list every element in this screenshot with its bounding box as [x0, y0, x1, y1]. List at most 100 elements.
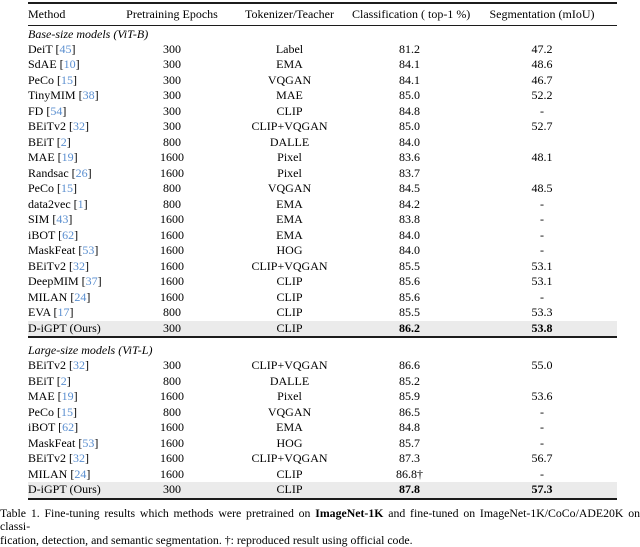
segmentation-cell: 52.7: [467, 119, 617, 135]
column-header-segmentation: Segmentation (mIoU): [467, 3, 617, 25]
column-header-classification: Classification ( top-1 %): [352, 3, 467, 25]
classification-cell: 83.7: [352, 166, 467, 182]
epochs-cell: 1600: [117, 436, 227, 452]
citation-link[interactable]: 26: [76, 166, 88, 180]
segmentation-cell: 46.7: [467, 73, 617, 89]
segmentation-cell: -: [467, 104, 617, 120]
citation-link[interactable]: 15: [61, 405, 73, 419]
section-title: Large-size models (ViT-L): [28, 337, 617, 358]
citation-link[interactable]: 53: [82, 243, 94, 257]
method-cell: D-iGPT (Ours): [28, 482, 117, 499]
citation-link[interactable]: 32: [73, 358, 85, 372]
citation-link[interactable]: 15: [61, 73, 73, 87]
caption-bold-dataset: ImageNet-1K: [315, 506, 383, 520]
method-cell: FD [54]: [28, 104, 117, 120]
segmentation-cell: 48.1: [467, 150, 617, 166]
epochs-cell: 1600: [117, 243, 227, 259]
method-cell: MAE [19]: [28, 150, 117, 166]
epochs-cell: 1600: [117, 166, 227, 182]
method-cell: BEiT [2]: [28, 374, 117, 390]
teacher-cell: HOG: [227, 436, 352, 452]
classification-cell: 84.1: [352, 73, 467, 89]
citation-link[interactable]: 62: [62, 420, 74, 434]
citation-link[interactable]: 10: [64, 57, 76, 71]
citation-link[interactable]: 43: [56, 212, 68, 226]
citation-link[interactable]: 54: [50, 104, 62, 118]
method-cell: MILAN [24]: [28, 467, 117, 483]
method-cell: PeCo [15]: [28, 73, 117, 89]
teacher-cell: CLIP: [227, 305, 352, 321]
epochs-cell: 300: [117, 321, 227, 338]
citation-link[interactable]: 24: [74, 467, 86, 481]
method-cell: iBOT [62]: [28, 420, 117, 436]
segmentation-cell: -: [467, 243, 617, 259]
citation-link[interactable]: 32: [73, 259, 85, 273]
citation-link[interactable]: 17: [57, 305, 69, 319]
method-cell: Randsac [26]: [28, 166, 117, 182]
column-header-pretraining-epochs: Pretraining Epochs: [117, 3, 227, 25]
segmentation-cell: 53.6: [467, 389, 617, 405]
segmentation-cell: -: [467, 420, 617, 436]
citation-link[interactable]: 19: [62, 150, 74, 164]
method-cell: DeiT [45]: [28, 42, 117, 58]
classification-cell: 84.2: [352, 197, 467, 213]
teacher-cell: CLIP: [227, 321, 352, 338]
citation-link[interactable]: 24: [74, 290, 86, 304]
segmentation-cell: [467, 135, 617, 151]
teacher-cell: HOG: [227, 243, 352, 259]
epochs-cell: 800: [117, 305, 227, 321]
segmentation-cell: 48.6: [467, 57, 617, 73]
segmentation-cell: -: [467, 436, 617, 452]
column-header-tokenizer-teacher: Tokenizer/Teacher: [227, 3, 352, 25]
citation-link[interactable]: 2: [61, 374, 67, 388]
citation-link[interactable]: 62: [62, 228, 74, 242]
epochs-cell: 300: [117, 104, 227, 120]
epochs-cell: 800: [117, 135, 227, 151]
citation-link[interactable]: 2: [61, 135, 67, 149]
teacher-cell: MAE: [227, 88, 352, 104]
citation-link[interactable]: 19: [62, 389, 74, 403]
epochs-cell: 1600: [117, 451, 227, 467]
caption-text: Table 1. Fine-tuning results which metho…: [0, 506, 315, 520]
section-title: Base-size models (ViT-B): [28, 25, 617, 42]
citation-link[interactable]: 1: [78, 197, 84, 211]
epochs-cell: 1600: [117, 290, 227, 306]
citation-link[interactable]: 15: [61, 181, 73, 195]
classification-cell: 84.8: [352, 420, 467, 436]
epochs-cell: 300: [117, 482, 227, 499]
teacher-cell: VQGAN: [227, 73, 352, 89]
epochs-cell: 800: [117, 197, 227, 213]
segmentation-cell: -: [467, 467, 617, 483]
citation-link[interactable]: 32: [73, 451, 85, 465]
citation-link[interactable]: 38: [83, 88, 95, 102]
citation-link[interactable]: 37: [86, 274, 98, 288]
segmentation-cell: 48.5: [467, 181, 617, 197]
citation-link[interactable]: 53: [82, 436, 94, 450]
segmentation-cell: 57.3: [467, 482, 617, 499]
citation-link[interactable]: 32: [73, 119, 85, 133]
method-cell: TinyMIM [38]: [28, 88, 117, 104]
method-cell: EVA [17]: [28, 305, 117, 321]
citation-link[interactable]: 45: [59, 42, 71, 56]
teacher-cell: Pixel: [227, 389, 352, 405]
teacher-cell: EMA: [227, 228, 352, 244]
classification-cell: 86.5: [352, 405, 467, 421]
classification-cell: 85.7: [352, 436, 467, 452]
method-cell: BEiTv2 [32]: [28, 358, 117, 374]
header-row: Method Pretraining Epochs Tokenizer/Teac…: [28, 3, 617, 25]
